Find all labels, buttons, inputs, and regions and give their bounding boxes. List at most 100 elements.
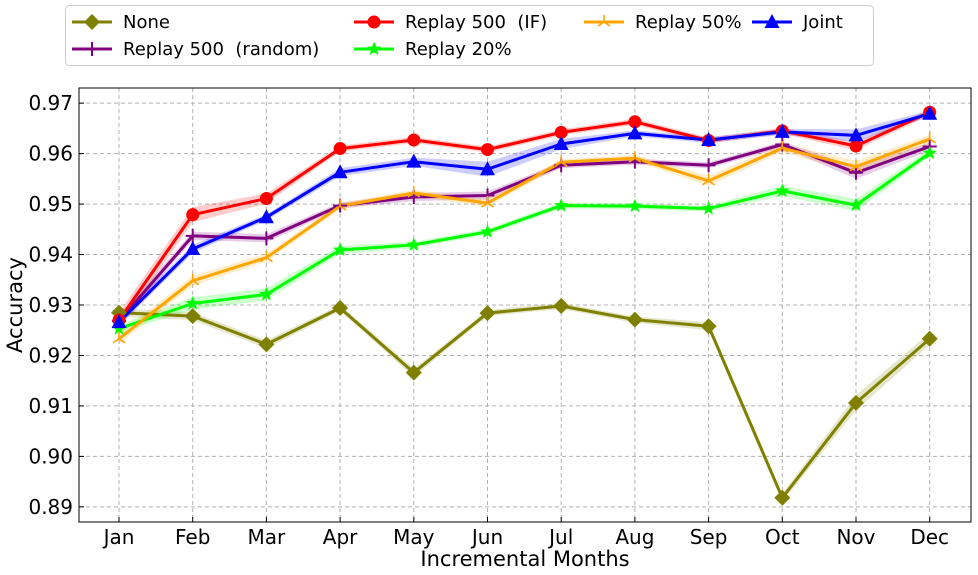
series-2-band <box>119 109 930 328</box>
series-5-point <box>774 123 790 138</box>
x-tick-label: Jan <box>102 525 135 549</box>
series-markers <box>111 105 938 506</box>
x-tick-label: Dec <box>910 525 949 549</box>
series-2-point <box>554 125 568 139</box>
series-5-point <box>480 161 495 176</box>
series-3-point <box>185 296 200 310</box>
x-tick-label: Apr <box>323 525 358 549</box>
plot-area <box>78 87 972 523</box>
series-1-point <box>849 165 863 180</box>
series-0-point <box>626 311 643 328</box>
series-2-point <box>407 133 421 147</box>
series-0-point <box>479 305 496 322</box>
series-5-point <box>848 127 864 142</box>
x-tick-label: May <box>393 525 435 549</box>
series-4-point <box>186 273 200 286</box>
series-4-point <box>333 199 347 211</box>
series-1-band <box>119 141 930 327</box>
series-3-line <box>118 151 931 331</box>
series-3-point <box>406 237 421 251</box>
series-0-band <box>119 303 930 502</box>
series-4-point <box>112 331 126 344</box>
series-3-point <box>701 201 716 215</box>
legend-label: Replay 500 (IF) <box>405 12 547 33</box>
series-1-point <box>701 158 716 173</box>
series-2-point <box>849 139 863 153</box>
legend-label: Replay 50% <box>635 12 742 33</box>
y-tick-label: 0.95 <box>28 192 73 216</box>
y-tick-label: 0.92 <box>28 343 73 367</box>
axis-ticks: Jan Feb Mar Apr May Jun Jul Aug Sep Oct Nov Dec 0.89… <box>28 91 949 549</box>
series-5-point <box>185 240 201 255</box>
series-5-point <box>111 314 127 329</box>
y-tick-label: 0.94 <box>28 243 73 267</box>
legend-box <box>65 5 874 66</box>
series-0-point <box>848 394 864 411</box>
y-tick-label: 0.90 <box>28 444 73 468</box>
series-5-point <box>701 131 717 146</box>
series-1-line <box>117 143 931 323</box>
legend-label: Replay 500 (random) <box>123 39 319 60</box>
series-5-point <box>627 125 643 140</box>
series-0-point <box>332 300 349 317</box>
series-0-point <box>258 336 275 353</box>
legend-label: Replay 20% <box>405 39 512 60</box>
x-tick-label: Sep <box>690 525 728 549</box>
series-5-point <box>553 136 569 151</box>
series-5-line <box>117 112 931 324</box>
series-2-point <box>259 192 273 206</box>
series-4-point <box>702 173 716 186</box>
series-4-point <box>923 131 937 144</box>
legend-swatch-marker <box>85 42 99 56</box>
y-tick-label: 0.91 <box>28 394 73 418</box>
series-4-point <box>628 151 642 163</box>
series-5-point <box>406 153 422 168</box>
x-tick-label: Oct <box>765 525 800 549</box>
series-2-point <box>481 143 494 157</box>
series-5-point <box>332 164 348 179</box>
series-2-point <box>333 142 347 156</box>
series-3-point <box>259 286 274 301</box>
legend-swatch-marker <box>597 15 611 27</box>
series-3-point <box>554 198 569 212</box>
series-5-band <box>119 110 930 327</box>
series-0-point <box>553 298 570 315</box>
series-4-point <box>407 185 421 198</box>
x-tick-label: Feb <box>175 525 210 549</box>
series-5-point <box>258 209 274 224</box>
confidence-bands <box>119 109 930 502</box>
series-4-point <box>849 159 863 172</box>
series-0-line <box>118 304 931 500</box>
series-2-point <box>186 208 200 222</box>
series-0-point <box>921 330 938 347</box>
x-axis-label: Incremental Months <box>420 547 629 571</box>
x-tick-label: Jun <box>470 525 503 549</box>
series-0-point <box>774 489 791 506</box>
series-3-point <box>922 145 937 160</box>
series-5-point <box>922 105 938 120</box>
x-tick-label: Mar <box>248 525 287 549</box>
series-1-point <box>185 228 200 243</box>
x-tick-label: Nov <box>836 525 875 549</box>
y-tick-label: 0.93 <box>28 293 73 317</box>
series-lines <box>117 110 931 500</box>
series-4-line <box>118 137 931 340</box>
series-3-point <box>775 183 790 197</box>
y-tick-label: 0.97 <box>28 91 73 115</box>
x-tick-label: Aug <box>615 525 654 549</box>
y-tick-label: 0.89 <box>28 495 73 519</box>
series-0-point <box>184 308 201 325</box>
series-4-point <box>775 141 789 153</box>
series-0-point <box>700 318 717 335</box>
y-tick-label: 0.96 <box>28 142 73 166</box>
legend-swatch-marker <box>764 14 780 28</box>
series-3-point <box>848 197 864 212</box>
series-4-point <box>481 196 494 208</box>
series-3-point <box>480 224 495 238</box>
legend-label: Joint <box>802 12 843 33</box>
legend-label: None <box>123 12 170 33</box>
series-0-point <box>405 364 422 381</box>
y-axis-label: Accuracy <box>3 257 27 353</box>
legend-swatch-marker <box>366 41 382 56</box>
series-3-point <box>333 242 348 257</box>
